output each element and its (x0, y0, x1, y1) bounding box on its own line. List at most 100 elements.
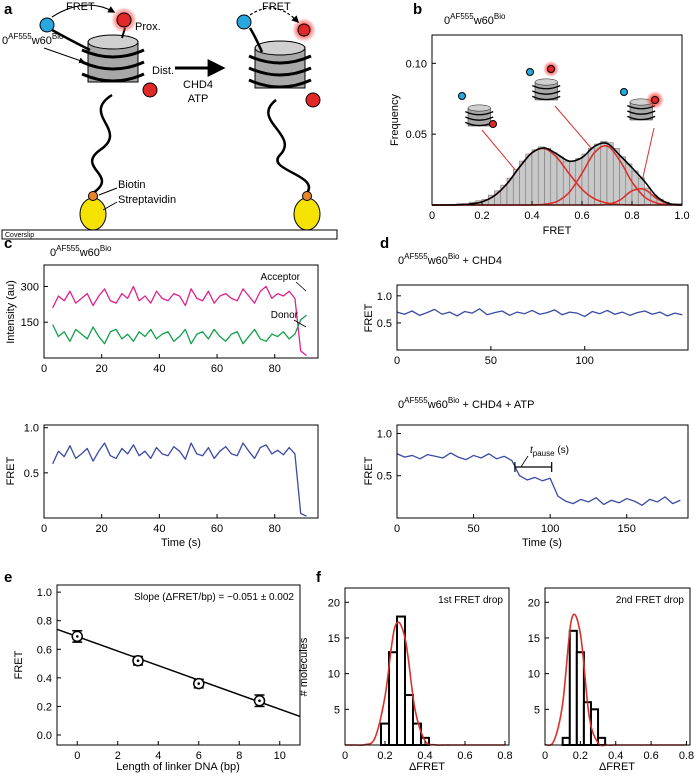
nucleosome (247, 39, 313, 90)
x-axis-label: ΔFRET (409, 761, 445, 773)
annotation-part: (s) (555, 445, 569, 456)
series-label: Acceptor (261, 272, 301, 283)
x-tick-label: 0 (394, 523, 400, 535)
acceptor-dye (297, 23, 311, 37)
leader (295, 281, 307, 292)
trace (52, 314, 307, 345)
bar (550, 152, 558, 206)
biotin (302, 191, 312, 201)
point-center (258, 699, 261, 703)
x-tick-label: 0 (429, 210, 435, 222)
title-part: 0 (398, 255, 404, 267)
y-axis-label: FRET (363, 456, 375, 485)
donor-dye (236, 14, 252, 30)
x-tick-label: 50 (467, 523, 479, 535)
title-part: w60 (473, 15, 494, 27)
x-axis-label: FRET (543, 225, 572, 237)
y-tick-label: 1.0 (377, 428, 392, 440)
title-part: 0 (444, 15, 450, 27)
y-tick-label: 1.0 (377, 291, 392, 303)
annotation: 1st FRET drop (438, 595, 503, 606)
x-axis-label: Time (s) (522, 537, 562, 549)
donor-dye (620, 88, 628, 96)
bar (568, 629, 578, 746)
trace (396, 452, 681, 506)
y-tick-label: 0.0 (37, 730, 52, 742)
plot-frame (396, 284, 689, 351)
plot-frame (43, 424, 319, 519)
acceptor-dye (116, 12, 132, 28)
x-tick-label: 0.8 (624, 210, 639, 222)
dna (51, 28, 91, 52)
fit-curve (344, 621, 505, 747)
y-tick-label: 10 (328, 669, 340, 681)
title-part: Bio (100, 244, 112, 253)
acceptor-dye (489, 120, 497, 128)
x-tick-label: 0.6 (574, 210, 589, 222)
acceptor-dye (651, 96, 659, 104)
panel-label: e (4, 569, 12, 586)
dna (267, 99, 311, 194)
title-part: AF555 (450, 12, 474, 21)
pointer (102, 201, 118, 211)
y-tick-label: 150 (21, 317, 39, 329)
streptavidin (293, 197, 321, 231)
leader (520, 455, 529, 468)
leader (293, 319, 307, 328)
streptavidin (79, 197, 107, 231)
panel-label: f (316, 569, 322, 586)
x-tick-label: 0 (41, 523, 47, 535)
y-tick-label: 0.4 (37, 673, 52, 685)
x-tick-label: 80 (269, 523, 281, 535)
y-tick-label: 20 (328, 597, 340, 609)
x-tick-label: 20 (96, 363, 108, 375)
dna (91, 93, 113, 195)
title-part: Bio (448, 252, 460, 261)
x-tick-label: 2 (115, 750, 121, 762)
x-tick-label: 10 (274, 750, 286, 762)
bar (625, 163, 633, 206)
title-part: 0 (398, 399, 404, 411)
title-part: Bio (52, 32, 64, 41)
label: FRET (66, 1, 95, 13)
x-tick-label: 0.6 (643, 750, 658, 762)
bar (600, 140, 608, 206)
title-part: w60 (427, 255, 448, 267)
x-tick-label: 6 (196, 750, 202, 762)
x-axis-label: Time (s) (161, 537, 201, 549)
y-tick-label: 1.0 (24, 423, 39, 435)
x-tick-label: 1.0 (674, 210, 689, 222)
y-tick-label: 15 (528, 633, 540, 645)
y-axis-label: # molecules (298, 637, 310, 696)
donor-dye (39, 17, 55, 33)
panel-label: d (380, 235, 389, 252)
label: FRET (262, 1, 291, 13)
label: Prox. (135, 21, 161, 33)
x-axis-label: ΔFRET (599, 761, 635, 773)
label: Coverslip (5, 232, 34, 239)
y-axis-label: FRET (5, 456, 17, 485)
title-part: 0 (2, 35, 8, 47)
bar (561, 736, 571, 747)
bar (525, 153, 533, 206)
fit-curve (544, 613, 687, 747)
title-part: + CHD4 (459, 255, 502, 267)
annotation: tpause (s) (530, 445, 569, 458)
x-tick-label: 50 (485, 355, 497, 367)
bar (388, 651, 398, 747)
plot-frame (43, 264, 319, 359)
fret-arrow (249, 7, 299, 24)
y-tick-label: 0.5 (377, 471, 392, 483)
y-tick-label: 0.5 (377, 318, 392, 330)
title-part: 0 (50, 247, 56, 259)
label: Biotin (118, 179, 146, 191)
trace (52, 442, 307, 517)
y-tick-label: 15 (328, 633, 340, 645)
nucleosome (80, 33, 146, 84)
title-part: w60 (79, 247, 100, 259)
x-tick-label: 8 (236, 750, 242, 762)
annotation: 2nd FRET drop (616, 595, 685, 606)
pointer (639, 127, 655, 188)
